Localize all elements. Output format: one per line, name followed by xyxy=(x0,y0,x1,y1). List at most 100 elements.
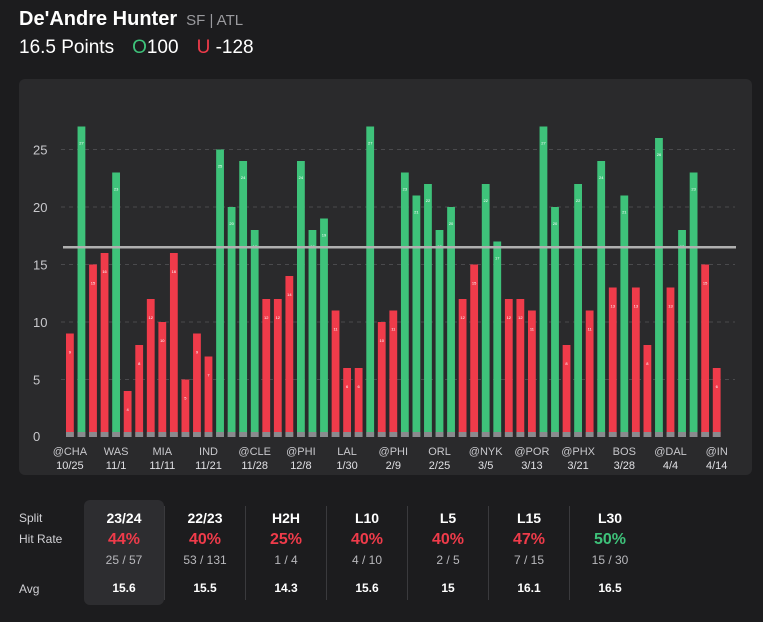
over-odds[interactable]: O100 xyxy=(132,37,178,59)
avg-value: 15 xyxy=(441,581,455,595)
bar-value-label: 8 xyxy=(138,361,141,366)
bar xyxy=(354,368,363,437)
bar xyxy=(435,230,444,437)
x-tick-opponent: @NYK xyxy=(469,446,503,458)
bar-value-label: 20 xyxy=(449,221,454,226)
bar-baseline xyxy=(158,432,167,437)
bar xyxy=(158,322,167,437)
hit-rate-fraction: 4 / 10 xyxy=(351,553,383,567)
bar xyxy=(112,172,120,437)
bar-value-label: 24 xyxy=(599,175,604,180)
bar xyxy=(377,322,386,437)
bar xyxy=(389,310,398,437)
x-tick-date: 12/8 xyxy=(290,460,311,472)
bar-baseline xyxy=(551,432,559,437)
x-tick-opponent: WAS xyxy=(104,446,129,458)
avg-value: 15.6 xyxy=(112,581,136,595)
bar xyxy=(285,276,294,437)
avg-value: 15.5 xyxy=(193,581,217,595)
bar-baseline xyxy=(66,432,74,437)
x-tick-opponent: @DAL xyxy=(654,446,687,458)
bar-baseline xyxy=(135,432,144,437)
under-letter: U xyxy=(196,37,211,58)
under-odds[interactable]: U -128 xyxy=(197,37,254,59)
bar-value-label: 9 xyxy=(196,350,199,355)
bar xyxy=(366,126,375,437)
bar-value-label: 20 xyxy=(229,221,234,226)
x-tick-opponent: @PHX xyxy=(561,446,595,458)
bar-value-label: 12 xyxy=(276,315,281,320)
y-tick-label: 10 xyxy=(33,315,47,330)
bar-value-label: 23 xyxy=(691,187,696,192)
bar-baseline xyxy=(377,432,386,437)
x-tick-date: 11/21 xyxy=(195,460,222,472)
bar xyxy=(135,345,144,437)
bar xyxy=(493,241,502,437)
split-column[interactable]: 23/24 44% 25 / 57 15.6 xyxy=(84,500,164,605)
bar xyxy=(273,299,282,437)
bar xyxy=(320,218,328,437)
bar xyxy=(562,345,571,437)
bar-value-label: 24 xyxy=(299,175,304,180)
bar-value-label: 12 xyxy=(518,315,523,320)
hit-rate-fraction: 7 / 15 xyxy=(513,553,545,567)
split-column[interactable]: L15 47% 7 / 15 16.1 xyxy=(489,500,569,605)
bar-value-label: 15 xyxy=(703,281,708,286)
x-tick-opponent: LAL xyxy=(337,446,357,458)
bar-value-label: 25 xyxy=(218,164,223,169)
bar xyxy=(169,253,178,437)
split-column[interactable]: L5 40% 2 / 5 15 xyxy=(408,500,488,605)
split-column[interactable]: H2H 25% 1 / 4 14.3 xyxy=(246,500,326,605)
bar-baseline xyxy=(470,432,479,437)
x-tick-date: 3/28 xyxy=(614,460,635,472)
x-tick-date: 11/28 xyxy=(241,460,268,472)
bar-value-label: 12 xyxy=(149,315,154,320)
bar xyxy=(239,161,248,437)
x-tick-opponent: ORL xyxy=(428,446,451,458)
bar xyxy=(481,184,490,437)
avg-value: 14.3 xyxy=(274,581,298,595)
player-name: De'Andre Hunter xyxy=(19,8,178,30)
bar-value-label: 16 xyxy=(102,269,107,274)
bar-baseline xyxy=(297,432,305,437)
bar-baseline xyxy=(389,432,398,437)
bar xyxy=(331,310,340,437)
header: De'Andre Hunter SF | ATL 16.5 Points O10… xyxy=(19,8,254,59)
bar-value-label: 11 xyxy=(588,327,593,332)
x-tick-date: 4/14 xyxy=(706,460,727,472)
split-column[interactable]: L30 50% 15 / 30 16.5 xyxy=(570,500,650,605)
bar-baseline xyxy=(169,432,178,437)
bar xyxy=(66,333,74,437)
bar xyxy=(297,161,305,437)
bar-baseline xyxy=(631,432,640,437)
bar-baseline xyxy=(331,432,340,437)
bar-value-label: 13 xyxy=(668,304,673,309)
bar xyxy=(424,184,432,437)
bar-value-label: 27 xyxy=(541,141,546,146)
split-column[interactable]: 22/23 40% 53 / 131 15.5 xyxy=(165,500,245,605)
bar-value-label: 15 xyxy=(91,281,96,286)
bar xyxy=(539,126,548,437)
bar xyxy=(516,299,525,437)
x-tick-opponent: BOS xyxy=(613,446,636,458)
split-header: H2H xyxy=(271,510,300,526)
x-tick-opponent: @POR xyxy=(514,446,549,458)
bar-value-label: 22 xyxy=(576,198,581,203)
split-header: 23/24 xyxy=(106,510,142,526)
bar-baseline xyxy=(655,432,663,437)
bar-value-label: 9 xyxy=(69,350,72,355)
bar xyxy=(574,184,582,437)
bar xyxy=(308,230,317,437)
bar xyxy=(585,310,594,437)
bar-baseline xyxy=(585,432,594,437)
bar-baseline xyxy=(528,432,536,437)
x-tick-date: 2/25 xyxy=(429,460,450,472)
x-tick-opponent: @CLE xyxy=(238,446,271,458)
bar xyxy=(412,195,421,437)
bar xyxy=(100,253,109,437)
split-header: 22/23 xyxy=(187,510,223,526)
split-column[interactable]: L10 40% 4 / 10 15.6 xyxy=(327,500,407,605)
bar xyxy=(701,264,710,437)
x-tick-opponent: @PHI xyxy=(379,446,409,458)
bar-baseline xyxy=(504,432,513,437)
